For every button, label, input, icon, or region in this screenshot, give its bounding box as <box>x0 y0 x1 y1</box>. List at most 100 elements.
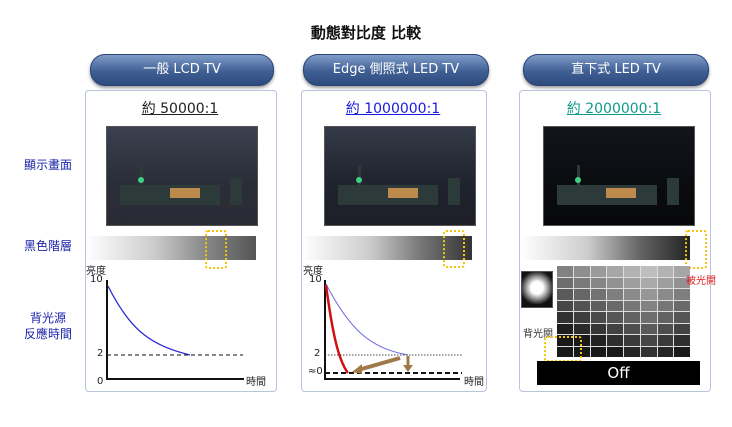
header-lcd: 一般 LCD TV <box>90 54 274 86</box>
grid-cell <box>640 266 657 277</box>
grid-cell <box>590 277 607 288</box>
grid-cell <box>573 312 590 323</box>
grid-cell <box>657 300 674 311</box>
grid-cell <box>557 289 573 300</box>
grid-cell <box>557 277 573 288</box>
grid-cell <box>657 323 674 334</box>
grid-cell <box>590 289 607 300</box>
chart2-fast-curve <box>324 284 350 374</box>
grid-cell <box>590 323 607 334</box>
chart2-old-curve <box>325 283 409 356</box>
grid-cell <box>657 289 674 300</box>
grid-cell <box>657 346 674 357</box>
grid-cell <box>573 323 590 334</box>
grid-cell <box>557 266 573 277</box>
grid-cell <box>590 335 607 346</box>
chart2-xlabel: 時間 <box>464 377 484 388</box>
highlight-box-lcd <box>205 230 227 269</box>
grid-cell <box>607 323 623 334</box>
ratio-direct-led: 約 2000000:1 <box>566 101 662 117</box>
grid-cell <box>573 289 590 300</box>
grid-cell <box>640 335 657 346</box>
black-level-bar-lcd <box>86 236 256 260</box>
grid-cell <box>640 277 657 288</box>
highlight-box-direct <box>685 230 707 269</box>
chart1-ylabel: 亮度 <box>86 266 106 277</box>
grid-cell <box>674 266 690 277</box>
grid-cell <box>557 300 573 311</box>
local-dimming-grid <box>557 266 690 357</box>
chart2-arrow-icon <box>357 356 401 372</box>
grid-cell <box>590 346 607 357</box>
grid-cell <box>640 300 657 311</box>
ratio-lcd: 約 50000:1 <box>141 101 219 117</box>
grid-cell <box>607 312 623 323</box>
grid-cell <box>607 335 623 346</box>
grid-cell <box>607 277 623 288</box>
grid-cell <box>590 266 607 277</box>
chart1-y2: 2 <box>97 348 104 359</box>
page-title: 動態對比度 比較 <box>310 24 422 42</box>
grid-cell <box>674 277 690 288</box>
chart1-curve <box>107 285 191 356</box>
grid-cell <box>640 323 657 334</box>
grid-cell <box>657 312 674 323</box>
grid-cell <box>590 300 607 311</box>
grid-cell <box>640 312 657 323</box>
chart1-xlabel: 時間 <box>246 377 266 388</box>
grid-cell <box>674 289 690 300</box>
grid-cell <box>624 335 640 346</box>
chart1-y10: 10 <box>90 274 103 285</box>
ratio-edge-led: 約 1000000:1 <box>345 101 441 117</box>
grid-cell <box>624 277 640 288</box>
header-direct-led: 直下式 LED TV <box>523 54 709 86</box>
grid-cell <box>674 335 690 346</box>
grid-cell <box>657 277 674 288</box>
row-label-backlight-1: 背光源 <box>29 311 66 325</box>
grid-cell <box>624 266 640 277</box>
city-night-image-lcd <box>106 126 258 226</box>
grid-cell <box>624 323 640 334</box>
grid-cell <box>674 346 690 357</box>
grid-cell <box>573 300 590 311</box>
chart2-y-approx0: ≈0 <box>308 366 323 377</box>
grid-cell <box>607 300 623 311</box>
grid-cell <box>590 312 607 323</box>
chart1-axes <box>106 280 244 380</box>
grid-cell <box>573 266 590 277</box>
chart1-y0: 0 <box>97 376 104 387</box>
grid-cell <box>607 266 623 277</box>
grid-cell <box>607 346 623 357</box>
header-edge-led: Edge 側照式 LED TV <box>303 54 489 86</box>
grid-cell <box>657 266 674 277</box>
row-label-black-level: 黑色階層 <box>23 239 72 253</box>
grid-cell <box>624 346 640 357</box>
chart2-y2: 2 <box>314 348 321 359</box>
grid-cell <box>557 346 573 357</box>
grid-cell <box>657 335 674 346</box>
row-label-backlight-2: 反應時間 <box>23 327 72 341</box>
grid-cell <box>624 312 640 323</box>
grid-cell <box>640 346 657 357</box>
city-night-image-direct <box>543 126 695 226</box>
grid-cell <box>624 289 640 300</box>
grid-cell <box>557 312 573 323</box>
grid-cell <box>624 300 640 311</box>
black-level-bar-direct <box>520 236 690 260</box>
highlight-box-edge <box>443 230 465 268</box>
backlight-on-label: 被光開 <box>686 276 716 287</box>
off-display: Off <box>537 361 700 385</box>
grid-cell <box>557 335 573 346</box>
backlight-off-label: 背光關 <box>523 329 553 340</box>
chart2-axes <box>324 280 460 380</box>
chart2-y10: 10 <box>309 274 322 285</box>
highlight-box-off-zone <box>544 336 582 362</box>
grid-cell <box>674 323 690 334</box>
city-night-image-edge <box>324 126 476 226</box>
light-bulb-icon <box>521 271 553 308</box>
row-label-display: 顯示畫面 <box>23 158 72 172</box>
chart2-ylabel: 亮度 <box>303 266 323 277</box>
grid-cell <box>557 323 573 334</box>
